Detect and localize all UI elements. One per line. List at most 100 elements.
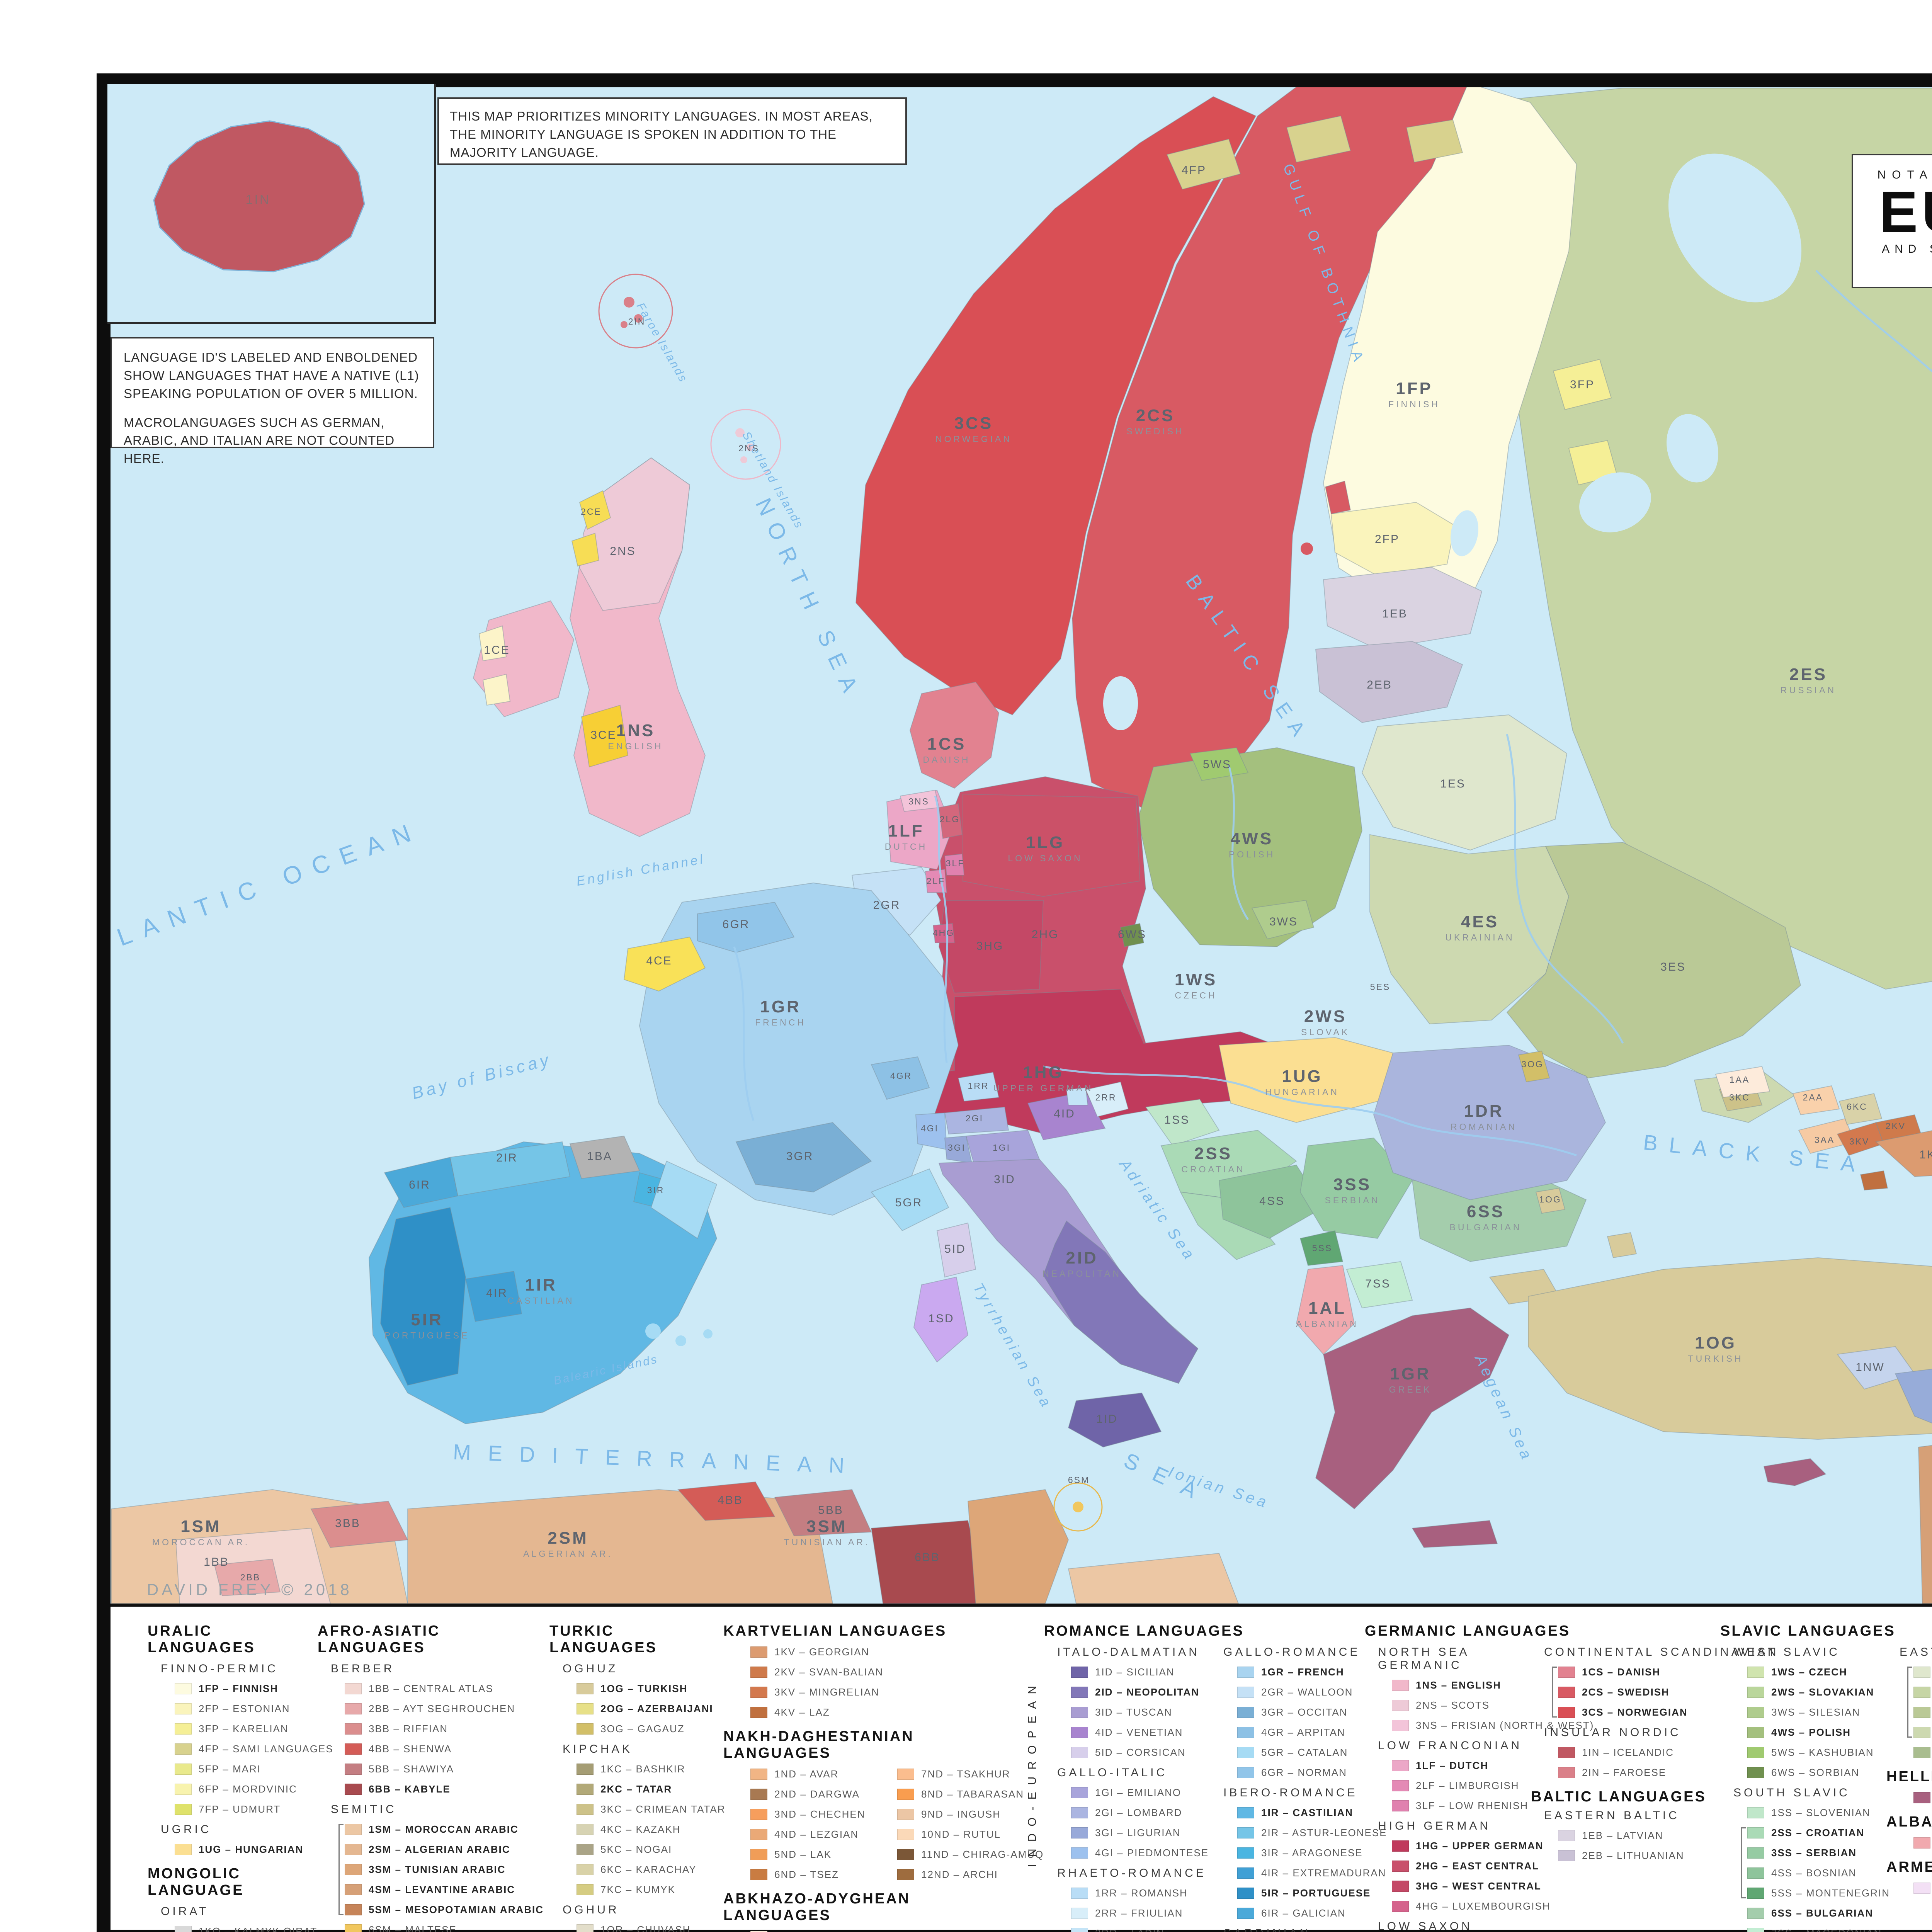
legend-swatch-2KV — [750, 1666, 767, 1678]
legend-swatch-3IR — [1237, 1847, 1254, 1859]
legend-swatch-4WS — [1747, 1726, 1764, 1738]
legend-label: 1OG – TURKISH — [600, 1682, 688, 1694]
legend-swatch-3FP — [175, 1723, 192, 1735]
legend-item-9ND: 9ND – INGUSH — [897, 1804, 1044, 1824]
map-sublabel-1NS: ENGLISH — [608, 741, 663, 751]
legend-item-4IR: 4IR – EXTREMADURAN — [1237, 1863, 1387, 1883]
legend-item-1SM: 1SM – MOROCCAN ARABIC — [345, 1819, 549, 1839]
region-1OG — [1528, 1257, 1932, 1440]
legend-swatch-11ND — [897, 1849, 914, 1860]
legend-label: 1RR – ROMANSH — [1095, 1887, 1188, 1899]
map-label-1NW: 1NW — [1855, 1361, 1885, 1374]
map-label-5SS: 5SS — [1312, 1243, 1332, 1253]
legend-item-6SM: 6SM – MALTESE — [345, 1920, 549, 1932]
map-label-3KV: 3KV — [1849, 1136, 1869, 1146]
legend-swatch-5FP — [175, 1763, 192, 1775]
map-label-3ES: 3ES — [1660, 961, 1686, 973]
legend-item-1KO: 1KO – KALMYK OIRAT — [175, 1921, 318, 1932]
legend-item-3SM: 3SM – TUNISIAN ARABIC — [345, 1859, 549, 1879]
legend-label: 2HG – EAST CENTRAL — [1416, 1860, 1539, 1872]
map-label-1CE: 1CE — [484, 644, 510, 656]
legend-label: 7KC – KUMYK — [600, 1883, 675, 1895]
legend-item-3NS: 3NS – FRISIAN (NORTH & WEST) — [1392, 1715, 1593, 1735]
note-minority-languages: THIS MAP PRIORITIZES MINORITY LANGUAGES.… — [437, 97, 907, 165]
legend-label: 5ID – CORSICAN — [1095, 1746, 1186, 1758]
legend-swatch-2RR — [1071, 1907, 1088, 1919]
legend-branch: ITALO-DALMATIAN — [1057, 1646, 1200, 1658]
legend-label: 2ID – NEOPOLITAN — [1095, 1686, 1199, 1698]
legend-label: 2RR – FRIULIAN — [1095, 1907, 1183, 1919]
legend-family: ALBANIAN LANGUAGE — [1886, 1814, 1932, 1830]
legend-swatch-4GI — [1071, 1847, 1088, 1859]
legend-column: TURKIC LANGUAGES OGHUZ 1OG – TURKISH 2OG – … — [549, 1617, 726, 1932]
legend-label: 3KC – CRIMEAN TATAR — [600, 1803, 726, 1815]
region-5SS — [1299, 1230, 1344, 1266]
map-label-2NS: 2NS — [738, 443, 759, 453]
map-sublabel-1LG: LOW SAXON — [1008, 853, 1082, 863]
legend-label: 4KV – LAZ — [774, 1706, 830, 1718]
river — [1815, 270, 1932, 373]
region-4FP — [1166, 138, 1241, 190]
region-5GR — [871, 1168, 949, 1231]
lake — [1667, 414, 1718, 483]
island-ring — [598, 274, 673, 349]
page-title: EUROPE — [1879, 179, 1932, 244]
legend-branch: GALLO-ITALIC — [1057, 1766, 1168, 1779]
map-sublabel-2CS: SWEDISH — [1126, 426, 1184, 436]
legend-label: 4SM – LEVANTINE ARABIC — [369, 1883, 515, 1895]
map-label-4ID: 4ID — [1054, 1107, 1075, 1120]
legend-item-12ND: 12ND – ARCHI — [897, 1864, 1044, 1884]
region-2EB — [1315, 641, 1463, 723]
legend-family: TURKIC LANGUAGES — [549, 1623, 657, 1656]
legend-swatch-3BB — [345, 1723, 362, 1735]
legend-swatch-4KC — [577, 1823, 594, 1835]
legend-label: 4HG – LUXEMBOURGISH — [1416, 1900, 1551, 1912]
region-3SM — [967, 1489, 1069, 1604]
legend-family: KARTVELIAN LANGUAGES — [723, 1623, 947, 1639]
legend-label: 2SS – CROATIAN — [1771, 1827, 1865, 1838]
legend-swatch-3HG — [1392, 1880, 1409, 1892]
map-label-2LF: 2LF — [927, 876, 946, 886]
legend-swatch-2OG — [577, 1703, 594, 1714]
legend-item-1WS: 1WS – CZECH — [1747, 1662, 1886, 1682]
legend-item-1NS: 1NS – ENGLISH — [1392, 1675, 1531, 1695]
legend-swatch-4ND — [750, 1828, 767, 1840]
legend-item-1BB: 1BB – CENTRAL ATLAS — [345, 1679, 549, 1699]
region-4CE — [623, 936, 706, 992]
legend-swatch-1HG — [1392, 1840, 1409, 1852]
legend-swatch-3OG — [577, 1723, 594, 1735]
legend-label: 1BB – CENTRAL ATLAS — [369, 1682, 493, 1694]
legend-item-6WS: 6WS – SORBIAN — [1747, 1762, 1886, 1782]
legend-item-5KC: 5KC – NOGAI — [577, 1839, 723, 1859]
map-label-1CS: 1CS — [927, 735, 966, 753]
legend-label: 6IR – GALICIAN — [1261, 1907, 1346, 1919]
map-label-3LF: 3LF — [946, 858, 965, 868]
map-label-3CS: 3CS — [954, 414, 993, 433]
map-label-2FP: 2FP — [1375, 533, 1400, 546]
legend-item-3BB: 3BB – RIFFIAN — [345, 1719, 549, 1739]
legend-swatch-1NS — [1392, 1679, 1409, 1691]
legend-label: 2KV – SVAN-BALIAN — [774, 1666, 884, 1678]
region-1AA — [1715, 1066, 1770, 1098]
legend-swatch-4SM — [345, 1884, 362, 1895]
region-1AL — [1296, 1265, 1355, 1355]
note-ids-p1: LANGUAGE ID'S LABELED AND ENBOLDENED SHO… — [124, 350, 419, 401]
legend-label: 6SM – MALTESE — [369, 1923, 457, 1932]
legend-label: 4GI – PIEDMONTESE — [1095, 1847, 1209, 1859]
legend-branch: OGHUZ — [563, 1662, 618, 1675]
note-ids-p2: MACROLANGUAGES SUCH AS GERMAN, ARABIC, A… — [124, 415, 395, 466]
legend-label: 1KC – BASHKIR — [600, 1763, 685, 1775]
credit: DAVID FREY © 2018 — [147, 1580, 352, 1599]
region-6WS — [1120, 923, 1145, 947]
map-sublabel-3SS: SERBIAN — [1325, 1195, 1380, 1205]
legend-item-2KV: 2KV – SVAN-BALIAN — [750, 1662, 1021, 1682]
region-1GR_HE — [1763, 1458, 1827, 1486]
map-label-5ID: 5ID — [944, 1243, 966, 1255]
legend-label: 3NS – FRISIAN (NORTH & WEST) — [1416, 1719, 1594, 1731]
region-3OG — [1518, 1050, 1550, 1083]
legend-swatch-2HG — [1392, 1860, 1409, 1872]
map-label-1WS: 1WS — [1175, 970, 1217, 989]
map-label-4BB: 4BB — [718, 1494, 743, 1507]
map-sublabel-1FP: FINNISH — [1388, 399, 1440, 409]
